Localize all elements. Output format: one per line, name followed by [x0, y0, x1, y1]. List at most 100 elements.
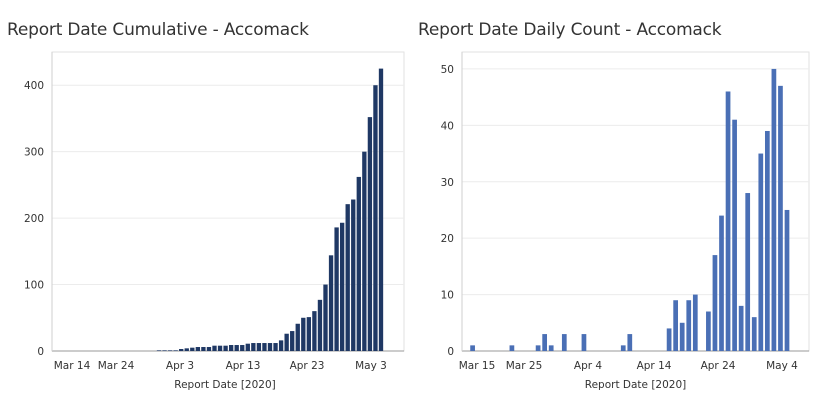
bar — [548, 345, 554, 351]
y-tick-label: 400 — [24, 80, 44, 92]
bar — [764, 130, 770, 351]
bar — [745, 193, 751, 351]
x-tick-label: Apr 24 — [701, 360, 736, 372]
bar — [251, 343, 256, 351]
bar — [771, 68, 777, 351]
bar — [190, 347, 195, 351]
x-tick-label: Apr 14 — [637, 360, 672, 372]
chart-title-cumulative: Report Date Cumulative - Accomack — [7, 20, 309, 40]
bar — [306, 317, 312, 351]
y-tick-label: 10 — [441, 290, 454, 302]
cumulative-chart: 0 100 200 300 400 425 Mar 14 Mar 24 Apr 3 Apr 13 A… — [24, 0, 424, 391]
bar — [373, 85, 378, 351]
bar — [542, 334, 548, 351]
plot-frame — [461, 51, 810, 352]
bar — [581, 334, 587, 351]
bar — [240, 345, 245, 351]
x-tick-label: Apr 4 — [574, 360, 603, 372]
bar — [620, 345, 626, 351]
bar — [666, 328, 672, 351]
bar — [706, 311, 711, 351]
x-tick-label: Mar 24 — [98, 360, 135, 372]
bar — [278, 340, 284, 351]
y-tick-label: 30 — [441, 177, 454, 189]
bar — [317, 299, 323, 351]
bar — [751, 317, 757, 351]
x-tick-label: Mar 25 — [506, 360, 543, 372]
daily-chart: 0 10 20 30 40 50 50 Mar 15 Mar 25 Apr 4 Apr 14 Apr … — [441, 0, 810, 391]
y-tick-label: 100 — [24, 280, 44, 292]
bar — [179, 349, 184, 351]
bar — [673, 300, 679, 351]
bar — [323, 284, 328, 351]
y-tick-label: 20 — [441, 233, 454, 245]
bar — [234, 345, 239, 351]
bar — [738, 305, 744, 351]
bar — [356, 176, 361, 351]
bar — [206, 347, 212, 351]
bar — [732, 119, 737, 351]
bar — [378, 68, 384, 351]
bar — [339, 222, 345, 351]
x-tick-label: Mar 15 — [459, 360, 496, 372]
data-label: 425 — [404, 0, 424, 3]
y-tick-label: 50 — [441, 64, 454, 76]
y-tick-label: 40 — [441, 120, 454, 132]
bar — [212, 345, 217, 351]
bar — [290, 331, 295, 351]
bar — [719, 215, 724, 351]
bar — [301, 317, 306, 351]
bar — [367, 117, 373, 351]
bar — [725, 91, 731, 351]
bar — [334, 227, 339, 351]
x-tick-label: Apr 3 — [166, 360, 194, 372]
x-tick-label: Mar 14 — [54, 360, 91, 372]
cumulative-chart-panel: Report Date Cumulative - Accomack 0 100 20… — [7, 0, 424, 391]
bar — [686, 300, 692, 351]
bar — [345, 204, 350, 351]
bar — [312, 311, 317, 351]
bar — [712, 255, 718, 351]
bar — [223, 345, 228, 351]
bar — [201, 347, 206, 351]
bar — [262, 343, 267, 351]
x-tick-label: Apr 13 — [226, 360, 261, 372]
y-tick-label: 0 — [37, 346, 44, 358]
bar — [784, 209, 790, 351]
y-tick-label: 0 — [447, 346, 454, 358]
bar — [284, 333, 289, 351]
bar — [273, 343, 278, 351]
bar — [692, 294, 698, 351]
bar — [328, 255, 334, 351]
bar — [228, 345, 234, 351]
bar — [509, 345, 515, 351]
bar — [195, 347, 201, 351]
bar — [778, 85, 783, 351]
bar — [758, 153, 764, 351]
bar — [362, 151, 367, 351]
bar — [679, 322, 685, 351]
x-tick-label: May 3 — [355, 360, 387, 372]
y-tick-label: 300 — [24, 147, 44, 159]
bar — [561, 334, 567, 351]
bar — [267, 343, 273, 351]
data-label: 50 — [793, 0, 806, 3]
daily-chart-panel: Report Date Daily Count - Accomack 0 10 20… — [410, 0, 815, 405]
bar — [535, 345, 541, 351]
x-axis-title: Report Date [2020] — [585, 379, 687, 391]
bar — [295, 323, 300, 351]
y-tick-label: 200 — [24, 213, 44, 225]
bar — [184, 348, 189, 351]
bar — [627, 334, 633, 351]
bar — [162, 350, 167, 351]
x-tick-label: May 4 — [766, 360, 798, 372]
x-tick-label: Apr 23 — [290, 360, 325, 372]
bar — [470, 345, 475, 351]
bar — [173, 350, 178, 351]
bar — [167, 350, 173, 351]
chart-title-daily: Report Date Daily Count - Accomack — [418, 20, 722, 40]
bar — [156, 350, 162, 351]
x-axis-title: Report Date [2020] — [174, 379, 276, 391]
bar — [351, 199, 356, 351]
bar — [256, 343, 262, 351]
